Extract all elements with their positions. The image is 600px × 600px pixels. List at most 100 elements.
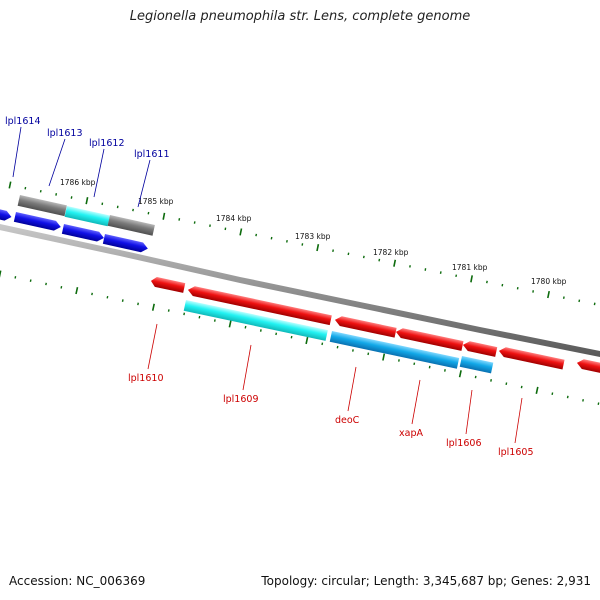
gene-label-lpl1606[interactable]: lpl1606: [446, 438, 482, 449]
inner-tick-28: [428, 365, 431, 369]
outer-tick-22: [347, 252, 350, 256]
gene-label-lpl1609[interactable]: lpl1609: [223, 394, 259, 405]
inner-tick-33: [505, 382, 508, 386]
outer-tick-25: [393, 259, 397, 267]
leader-line-lpl1614: [12, 126, 22, 178]
gene-arrow-reverse-3[interactable]: [395, 327, 464, 351]
inner-tick-37: [566, 395, 569, 399]
forward-gene-labels: lpl1614 lpl1613 lpl1612 lpl1611: [5, 116, 170, 208]
gene-arrow-forward-2[interactable]: [61, 224, 105, 243]
scale-label-1786: 1786 kbp: [60, 178, 96, 187]
map-title: Legionella pneumophila str. Lens, comple…: [129, 9, 471, 24]
inner-tick-7: [106, 295, 109, 299]
leader-line-lpl1612: [93, 148, 105, 198]
gene-arrow-reverse-6[interactable]: [576, 358, 600, 375]
leader-line-lpl1609: [242, 344, 252, 391]
gene-label-lpl1611[interactable]: lpl1611: [134, 149, 170, 160]
outer-tick-28: [439, 271, 442, 274]
inner-tick-22: [336, 345, 339, 349]
gene-arrow-reverse-1[interactable]: [187, 285, 332, 326]
inner-tick-32: [490, 379, 492, 382]
inner-tick-18: [275, 332, 278, 336]
feature-sky-2[interactable]: [459, 356, 494, 374]
inner-tick-15: [228, 320, 232, 328]
inner-tick-20: [305, 336, 309, 345]
scale-label-1781: 1781 kbp: [452, 263, 488, 272]
genome-backbone: [0, 224, 600, 358]
scale-label-1783: 1783 kbp: [295, 232, 331, 241]
inner-tick-4: [60, 285, 63, 289]
gene-arrow-forward-3[interactable]: [102, 234, 149, 254]
inner-tick-10: [151, 303, 155, 311]
outer-scale-ticks: [8, 181, 596, 306]
outer-tick-3: [55, 193, 58, 196]
outer-tick-15: [239, 228, 243, 236]
inner-tick-1: [14, 276, 17, 279]
outer-tick-31: [486, 280, 488, 284]
outer-tick-24: [378, 258, 381, 262]
inner-tick-5: [75, 287, 79, 295]
inner-tick-35: [535, 386, 539, 394]
inner-tick-25: [382, 353, 386, 361]
inner-tick-3: [45, 282, 47, 286]
inner-tick-11: [167, 309, 170, 312]
inner-tick-9: [137, 302, 139, 306]
gene-label-lpl1612[interactable]: lpl1612: [89, 138, 125, 149]
genome-stats-text: Topology: circular; Length: 3,345,687 bp…: [261, 574, 591, 588]
scale-label-1785: 1785 kbp: [138, 197, 174, 206]
gene-arrow-forward-0[interactable]: [0, 208, 13, 222]
outer-tick-9: [147, 211, 150, 215]
gene-label-lpl1610[interactable]: lpl1610: [128, 373, 164, 384]
outer-tick-19: [301, 243, 304, 246]
gene-arrow-forward-1[interactable]: [13, 212, 62, 232]
inner-tick-14: [213, 319, 216, 322]
inner-tick-26: [398, 359, 400, 362]
outer-tick-36: [562, 296, 565, 299]
outer-tick-18: [286, 239, 288, 243]
gene-label-xapA[interactable]: xapA: [399, 428, 423, 439]
inner-tick-31: [474, 375, 477, 379]
inner-tick-30: [458, 370, 462, 378]
leader-line-lpl1606: [465, 389, 473, 435]
inner-tick-27: [413, 362, 416, 366]
inner-tick-13: [198, 315, 201, 319]
inner-tick-34: [520, 385, 523, 389]
reverse-gene-labels: lpl1610 lpl1609 deoC xapA lpl1606 lpl160…: [128, 323, 534, 458]
outer-tick-35: [547, 290, 550, 299]
inner-tick-17: [259, 329, 262, 332]
inner-tick-0: [0, 270, 2, 278]
gene-label-lpl1613[interactable]: lpl1613: [47, 128, 83, 139]
feature-gray-1[interactable]: [17, 195, 67, 217]
outer-tick-0: [8, 181, 12, 189]
inner-tick-24: [367, 352, 370, 356]
feature-cyan-2[interactable]: [183, 300, 328, 341]
outer-tick-12: [193, 221, 196, 224]
outer-tick-1: [24, 186, 27, 190]
inner-tick-8: [121, 299, 124, 302]
gene-arrow-reverse-2[interactable]: [334, 315, 397, 338]
accession-text: Accession: NC_006369: [9, 574, 146, 588]
inner-tick-16: [244, 325, 247, 329]
outer-tick-23: [362, 255, 365, 259]
inner-tick-29: [444, 369, 446, 372]
gene-label-deoC[interactable]: deoC: [335, 415, 360, 426]
inner-tick-36: [551, 392, 554, 396]
gene-label-lpl1605[interactable]: lpl1605: [498, 447, 534, 458]
outer-tick-21: [332, 249, 334, 253]
feature-sky-1[interactable]: [329, 331, 460, 369]
feature-cyan-1[interactable]: [64, 206, 110, 227]
scale-label-1782: 1782 kbp: [373, 248, 409, 257]
leader-line-lpl1613: [48, 138, 66, 187]
gene-arrow-reverse-5[interactable]: [498, 346, 565, 370]
gene-arrow-reverse-0[interactable]: [150, 276, 186, 293]
inner-tick-21: [321, 342, 324, 346]
inner-tick-39: [597, 402, 600, 405]
inner-tick-12: [183, 312, 186, 316]
outer-tick-16: [255, 233, 258, 237]
feature-gray-2[interactable]: [107, 215, 155, 236]
gene-arrow-reverse-4[interactable]: [462, 340, 498, 357]
scale-label-1780: 1780 kbp: [531, 277, 567, 286]
scale-label-1784: 1784 kbp: [216, 214, 252, 223]
gene-label-lpl1614[interactable]: lpl1614: [5, 116, 41, 127]
